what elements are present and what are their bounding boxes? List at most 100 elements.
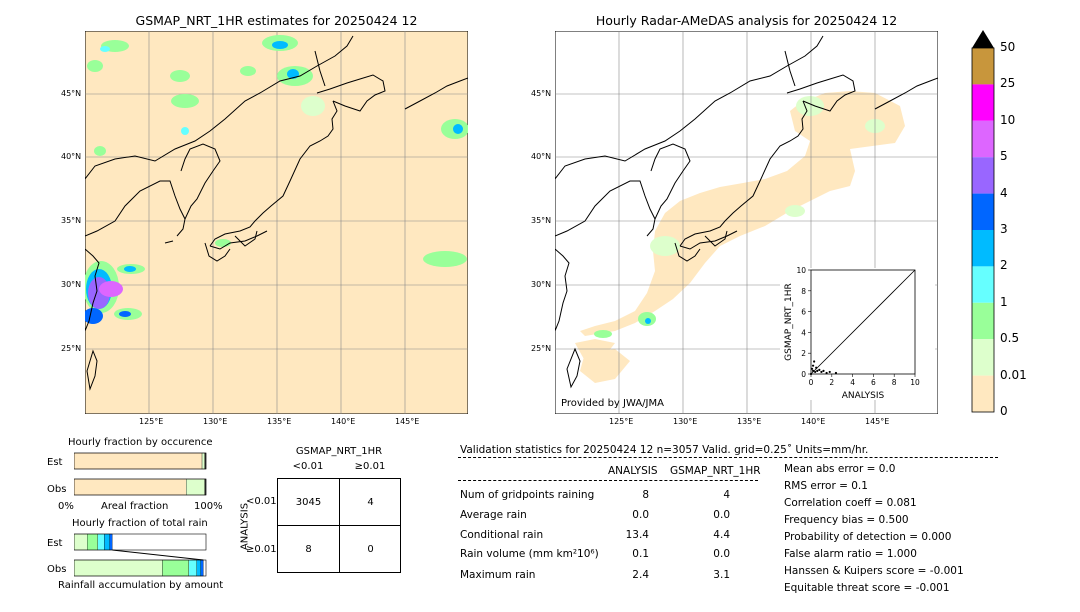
scatter-y-tick: 0 [801,370,806,379]
colorbar-label: 0.01 [1000,367,1027,382]
scatter-point [828,370,831,374]
lat-label: 25°N [61,344,82,353]
stats-header: Validation statistics for 20250424 12 n=… [460,444,869,456]
fraction-bar-segment [200,559,204,577]
occurrence-chart [74,452,207,496]
stats-row-label: Num of gridpoints raining [460,489,595,501]
left-map [85,31,468,414]
lon-label: 135°E [737,417,762,426]
contingency-row-label-1: ≥0.01 [246,544,277,555]
colorbar-extend-arrow [972,30,994,48]
scatter-point [816,369,819,372]
colorbar-segment [972,120,994,158]
left-map-coastlines [85,35,468,391]
colorbar-label: 1 [1000,294,1008,309]
colorbar-outline [971,47,995,413]
scatter-point [809,372,813,376]
scatter-point [810,367,814,370]
scatter-point [811,364,815,367]
contingency-col-label-0: <0.01 [292,461,324,472]
lon-label: 130°E [203,417,228,426]
lon-label: 125°E [139,417,164,426]
scatter-point [814,370,817,374]
fraction-bar-frame [74,478,207,496]
stats-row-gsmap: 0.0 [713,509,730,521]
lat-label: 40°N [61,152,82,161]
contingency-grid: 3045 4 8 0 [277,478,401,573]
scatter-x-tick: 4 [850,378,855,387]
score-line: Equitable threat score = -0.001 [784,582,950,594]
scatter-x-tick: 10 [910,378,920,387]
lon-label: 130°E [673,417,698,426]
total-rain-label-est: Est [47,538,63,549]
score-line: RMS error = 0.1 [784,480,868,492]
scatter-y-tick: 2 [801,349,806,358]
scatter-y-tick: 4 [801,328,806,337]
lon-label: 145°E [395,417,420,426]
lon-label: 140°E [801,417,826,426]
score-line: False alarm ratio = 1.000 [784,548,917,560]
total-rain-chart [74,533,207,577]
fraction-bar-segment [196,559,201,577]
left-map-frame [85,31,468,414]
colorbar-label: 4 [1000,185,1008,200]
stats-row-gsmap: 4.4 [713,529,730,541]
contingency-title: GSMAP_NRT_1HR [295,446,383,457]
fraction-bar-segment [109,533,113,551]
colorbar-label: 50 [1000,40,1016,54]
scatter-plot-area: 0 2 4 6 8 10 0 2 4 6 8 10 ANALYSIS GSMAP_NRT_1HR [784,266,920,401]
lon-label: 145°E [865,417,890,426]
stats-row-analysis: 13.4 [625,529,649,541]
stats-row-gsmap: 4 [723,489,730,501]
fraction-bar-frame [74,533,207,551]
scatter-y-label: GSMAP_NRT_1HR [784,283,794,361]
scatter-point [820,370,823,374]
stats-row-gsmap: 3.1 [713,569,730,581]
stats-row-label: Conditional rain [460,529,544,541]
scatter-x-label: ANALYSIS [842,391,885,401]
stats-table-rule [458,480,758,481]
lat-label: 25°N [531,344,552,353]
colorbar-segment [972,375,994,412]
fraction-bar-segment [74,559,163,577]
colorbar-label: 25 [1000,76,1016,91]
stats-row-analysis: 2.4 [632,569,649,581]
stats-header-rule [458,457,998,458]
colorbar-label: 0.5 [1000,331,1020,346]
fraction-bar-segment [201,452,205,470]
fraction-connector [112,549,204,561]
lon-label: 125°E [609,417,634,426]
fraction-bar-segment [188,559,197,577]
occurrence-x-label: Areal fraction [101,501,169,512]
scatter-point [811,369,815,372]
stats-row-analysis: 0.1 [632,548,649,560]
colorbar-segment [972,230,994,267]
lat-label: 45°N [61,89,82,98]
fraction-bar-segment [87,533,98,551]
left-map-title: GSMAP_NRT_1HR estimates for 20250424 12 [135,13,418,28]
scatter-x-tick: 6 [871,378,876,387]
lon-label: 140°E [331,417,356,426]
scatter-y-tick: 6 [801,308,806,317]
score-line: Mean abs error = 0.0 [784,463,896,475]
contingency-cell: 4 [367,497,374,508]
scatter-x-tick: 2 [829,378,834,387]
scatter-point [825,371,828,375]
fraction-bar-frame [74,559,207,577]
stats-row-analysis: 8 [642,489,649,501]
scatter-x-tick: 8 [892,378,897,387]
colorbar-label: 10 [1000,112,1016,127]
scatter-y-tick: 10 [796,266,806,275]
data-credit: Provided by JWA/JMA [561,398,664,409]
fraction-bar-segment [74,533,88,551]
fraction-bar-segment [97,533,105,551]
scatter-point [818,368,821,371]
contingency-row-label-0: <0.01 [246,496,277,507]
lat-label: 45°N [531,89,552,98]
fraction-bar-segment [74,452,203,470]
fraction-bar-segment [104,533,110,551]
colorbar [971,30,995,413]
fraction-bar-segment [74,478,187,496]
right-map-title: Hourly Radar-AMeDAS analysis for 2025042… [595,13,898,28]
colorbar-segment [972,302,994,340]
